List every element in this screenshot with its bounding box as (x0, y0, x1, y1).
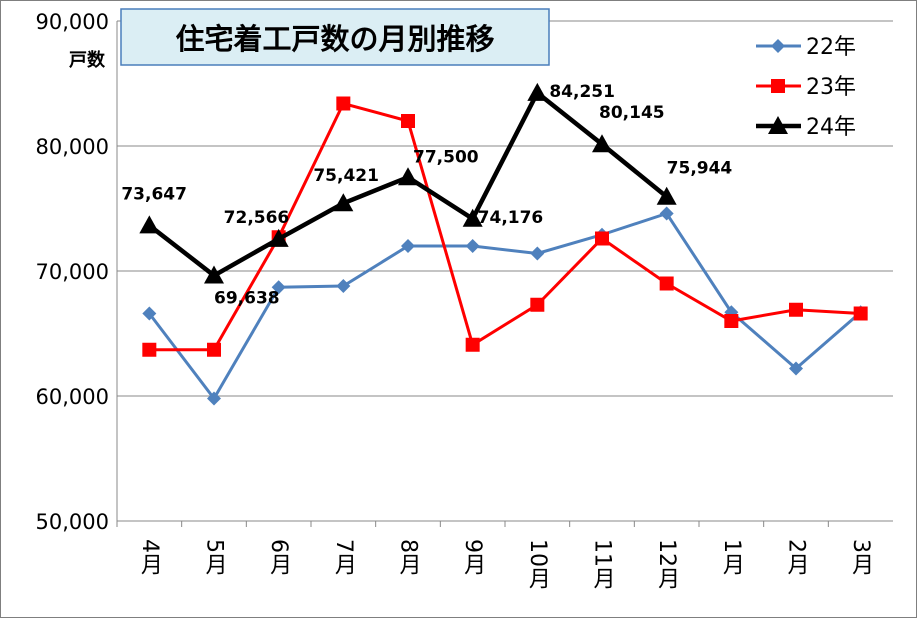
data-label: 75,944 (667, 159, 733, 179)
x-tick-label: 6月 (266, 539, 292, 575)
x-tick-label: 9月 (460, 539, 486, 575)
data-point (724, 314, 739, 328)
data-label: 74,176 (478, 208, 544, 228)
data-point (853, 306, 868, 321)
data-point (595, 231, 609, 246)
x-tick-label: 1月 (719, 539, 745, 575)
chart-title: 住宅着工戸数の月別推移 (175, 22, 494, 56)
x-tick-label: 4月 (137, 539, 163, 575)
data-point (207, 342, 221, 357)
data-point (139, 215, 160, 234)
data-point (268, 228, 289, 247)
series-line-22年 (148, 211, 862, 402)
x-tick-label: 11月 (590, 539, 616, 589)
data-label: 69,638 (214, 289, 280, 309)
legend-marker (768, 116, 788, 134)
x-tick-label: 10月 (525, 539, 551, 589)
title-box (120, 8, 550, 66)
y-tick-label: 80,000 (36, 135, 109, 159)
data-point (659, 206, 674, 221)
x-tick-label: 12月 (654, 539, 680, 589)
series-line-23年 (149, 101, 861, 352)
data-point (271, 280, 286, 295)
y-tick-label: 70,000 (36, 260, 109, 284)
data-point (527, 82, 548, 101)
y-tick-label: 50,000 (36, 510, 109, 534)
y-tick-label: 90,000 (36, 10, 109, 34)
x-tick-label: 7月 (331, 539, 357, 575)
x-tick-label: 5月 (202, 539, 228, 575)
data-point (142, 342, 157, 357)
data-label: 73,647 (121, 184, 187, 204)
data-point (336, 279, 351, 293)
data-point (207, 391, 221, 406)
legend-label: 23年 (806, 75, 856, 100)
data-point (592, 134, 612, 153)
x-tick-label: 2月 (784, 539, 810, 575)
data-point (789, 361, 803, 376)
data-point (398, 167, 418, 186)
y-tick-label: 60,000 (36, 385, 109, 409)
x-tick-label: 8月 (396, 539, 422, 575)
legend-label: 22年 (806, 35, 856, 60)
y-axis-label: 戸数 (69, 49, 106, 71)
legend-marker (771, 39, 785, 53)
data-point (465, 337, 480, 352)
data-point (462, 208, 483, 227)
x-tick-label: 3月 (848, 539, 874, 575)
data-label: 84,251 (549, 82, 615, 102)
data-label: 75,421 (313, 166, 379, 186)
data-point (401, 239, 415, 253)
data-label: 80,145 (599, 103, 665, 123)
data-point (333, 193, 354, 212)
data-point (465, 239, 480, 253)
data-label: 77,500 (413, 147, 479, 167)
data-point (401, 114, 415, 128)
data-label: 72,566 (224, 208, 290, 228)
data-point (659, 276, 674, 291)
data-point (142, 306, 157, 321)
data-point (336, 96, 351, 111)
data-point (204, 265, 224, 284)
data-point (789, 302, 803, 317)
data-point (530, 246, 545, 261)
data-point (656, 186, 677, 205)
data-point (530, 297, 545, 312)
legend-label: 24年 (806, 115, 856, 140)
legend-marker (771, 79, 785, 93)
